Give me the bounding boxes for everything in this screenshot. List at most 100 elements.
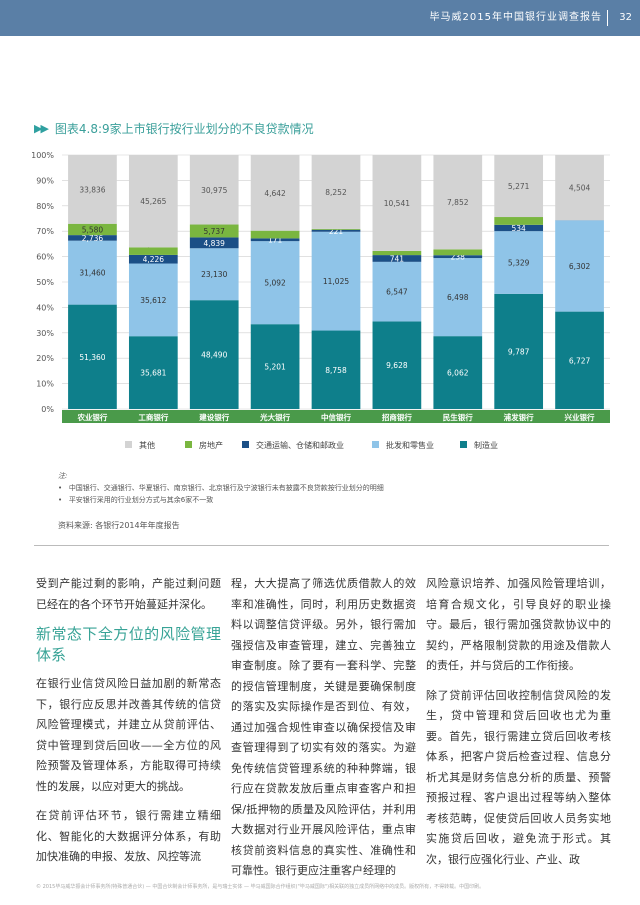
category-axis-band (62, 410, 610, 423)
data-label: 534 (512, 224, 527, 233)
legend-label: 批发和零售业 (386, 440, 434, 450)
bar-segment (250, 238, 300, 242)
bar-segment (311, 231, 361, 331)
page-header-bar: 毕马威2015年中国银行业调查报告 32 (0, 0, 640, 36)
data-label: 171 (268, 236, 283, 245)
data-label: 6,547 (386, 288, 408, 297)
x-tick-label: 民生银行 (443, 412, 473, 422)
page-number: 32 (619, 12, 632, 23)
paragraph: 在银行业信贷风险日益加剧的新常态下，银行应反思并改善其传统的信贷风险管理模式，并… (36, 677, 221, 793)
bar-segment (555, 311, 604, 409)
bar-segment (372, 155, 422, 251)
bar-segment (68, 240, 117, 305)
bar-segment (494, 155, 544, 218)
y-tick-label: 10% (36, 380, 54, 389)
bar-segment (250, 230, 300, 239)
x-tick-label: 中信银行 (321, 412, 351, 422)
legend-swatch (372, 441, 379, 448)
bar-segment (433, 155, 483, 250)
bar-segment (433, 336, 483, 409)
data-label: 35,612 (140, 296, 166, 305)
bar-segment (250, 155, 300, 231)
y-tick-label: 20% (36, 354, 54, 363)
bar-segment (372, 321, 422, 409)
data-label: 221 (329, 227, 344, 236)
legend-swatch (125, 441, 132, 448)
data-label: 6,302 (569, 262, 591, 271)
legend-swatch (185, 441, 192, 448)
bar-segment (68, 223, 117, 236)
data-label: 9,787 (508, 347, 530, 356)
bar-segment (189, 155, 239, 225)
bar-segment (189, 224, 239, 238)
copyright-footer: © 2015毕马威华振会计师事务所(特殊普通合伙) — 中国合伙制会计师事务所，… (36, 884, 485, 890)
data-label: 741 (390, 254, 405, 263)
data-label: 4,226 (143, 255, 165, 264)
bar-segment (68, 235, 117, 241)
bar-segment (128, 155, 178, 248)
data-label: 6,727 (569, 356, 591, 365)
bar-segment (372, 255, 422, 262)
data-label: 30,975 (201, 186, 227, 195)
data-label: 6,498 (447, 293, 469, 302)
data-label: 4,642 (264, 189, 286, 198)
data-label: 5,201 (264, 363, 286, 372)
bar-segment (128, 263, 178, 337)
legend-swatch (242, 441, 249, 448)
section-heading: 新常态下全方位的风险管理体系 (36, 625, 221, 664)
y-tick-label: 80% (36, 202, 54, 211)
x-tick-label: 光大银行 (259, 412, 290, 422)
paragraph: 受到产能过剩的影响，产能过剩问题已经在的各个环节开始蔓延并深化。 (36, 577, 221, 611)
data-label: 5,092 (264, 279, 286, 288)
bar-segment (68, 304, 117, 409)
data-label: 31,460 (79, 269, 105, 278)
data-label: 45,265 (140, 197, 166, 206)
bar-segment (128, 336, 178, 409)
bar-segment (433, 258, 483, 337)
bar-segment (189, 237, 239, 249)
x-tick-label: 农业银行 (76, 412, 107, 422)
report-title: 毕马威2015年中国银行业调查报告 (429, 12, 602, 23)
data-label: 5,329 (508, 258, 530, 267)
bar-segment (372, 261, 422, 322)
legend-swatch (460, 441, 467, 448)
body-column-2: 程，大大提高了筛选优质借款人的效率和准确性，同时，利用历史数据资料以调整信贷评级… (231, 574, 416, 891)
y-tick-label: 50% (36, 278, 54, 287)
figure-source: 资料来源: 各银行2014年年度报告 (58, 521, 180, 530)
bar-segment (68, 155, 117, 224)
data-label: 11,025 (323, 277, 349, 286)
paragraph: 程，大大提高了筛选优质借款人的效率和准确性，同时，利用历史数据资料以调整信贷评级… (231, 577, 416, 877)
figure-notes: 注: • 中国银行、交通银行、华夏银行、南京银行、北京银行及宁波银行未有披露不良… (58, 470, 384, 506)
data-label: 5,580 (82, 225, 104, 234)
bar-segment (494, 293, 544, 409)
data-label: 10,541 (384, 199, 410, 208)
data-label: 4,839 (203, 239, 225, 248)
data-label: 48,490 (201, 351, 227, 360)
data-label: 35,681 (140, 369, 166, 378)
bar-segment (250, 241, 300, 325)
data-label: 2,736 (82, 234, 104, 243)
bar-segment (311, 330, 361, 409)
legend-label: 房地产 (199, 440, 223, 450)
bar-segment (494, 224, 544, 232)
y-tick-label: 70% (36, 227, 54, 236)
x-tick-label: 工商银行 (138, 412, 168, 422)
legend-label: 其他 (139, 440, 155, 450)
bar-segment (555, 220, 604, 312)
body-column-1: 受到产能过剩的影响，产能过剩问题已经在的各个环节开始蔓延并深化。 新常态下全方位… (36, 574, 221, 877)
data-label: 9,628 (386, 361, 408, 370)
x-tick-label: 兴业银行 (565, 412, 595, 422)
bar-segment (494, 231, 544, 294)
notes-title: 注: (58, 472, 68, 480)
bar-segment (311, 228, 361, 230)
data-label: 5,271 (508, 182, 530, 191)
section-divider (34, 545, 609, 546)
bar-segment (189, 300, 239, 409)
x-tick-label: 浦发银行 (504, 412, 534, 422)
data-label: 7,852 (447, 198, 469, 207)
bar-segment (128, 247, 178, 255)
data-label: 4,504 (569, 184, 591, 193)
legend-label: 制造业 (474, 440, 498, 450)
note-item: • 平安银行采用的行业划分方式与其余6家不一致 (58, 496, 214, 504)
bar-segment (433, 249, 483, 256)
